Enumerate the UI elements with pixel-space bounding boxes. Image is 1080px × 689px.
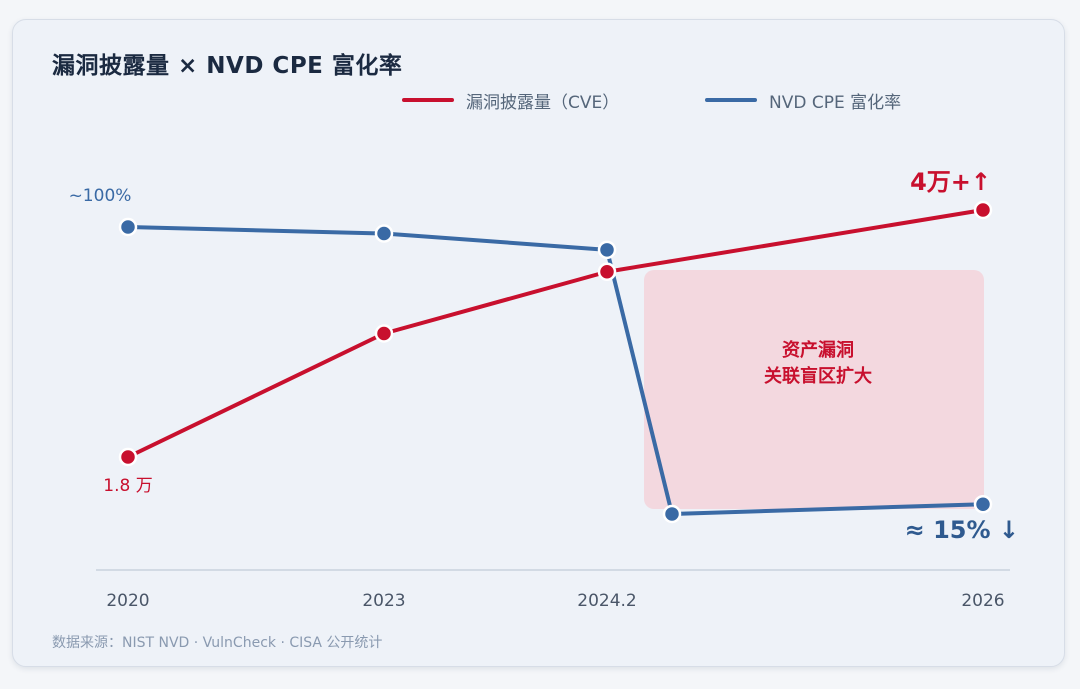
- legend-item-cpe: NVD CPE 富化率: [705, 86, 901, 114]
- data-point-cpe: [118, 217, 138, 237]
- x-tick-label: 2023: [362, 591, 405, 611]
- data-label: ~100%: [69, 186, 132, 206]
- data-source-note: 数据来源：NIST NVD · VulnCheck · CISA 公开统计: [52, 635, 383, 651]
- legend-label-cpe: NVD CPE 富化率: [769, 92, 902, 113]
- legend-swatch-cpe: [705, 98, 757, 102]
- annotation-layer: ~100% 1.8 万 4万+↑ ≈ 15% ↓: [69, 168, 1019, 544]
- legend-label-cve: 漏洞披露量（CVE）: [466, 92, 620, 113]
- blind-spot-label: 关联盲区扩大: [764, 365, 872, 387]
- series-line-cve: [126, 208, 985, 459]
- data-point-cpe: [973, 494, 993, 514]
- data-label: 4万+↑: [910, 168, 991, 196]
- x-tick-label: 2024.2: [577, 591, 636, 611]
- series-layer: [118, 200, 993, 524]
- data-point-cve: [597, 262, 617, 281]
- data-point-cpe: [597, 240, 617, 260]
- x-tick-label: 2026: [961, 591, 1004, 611]
- data-point-cve: [374, 324, 394, 343]
- x-tick-label: 2020: [106, 591, 149, 611]
- legend-item-cve: 漏洞披露量（CVE）: [402, 86, 619, 114]
- chart-title: 漏洞披露量 × NVD CPE 富化率: [52, 53, 403, 79]
- data-point-cpe: [662, 504, 682, 524]
- blind-spot-region: [644, 270, 984, 509]
- data-label: 1.8 万: [103, 476, 152, 496]
- x-axis: 2020 2023 2024.2 2026: [96, 569, 1010, 611]
- data-point-cve: [973, 200, 993, 220]
- blind-spot-label: 资产漏洞: [782, 339, 854, 361]
- legend-swatch-cve: [402, 98, 454, 102]
- data-point-cpe: [374, 224, 394, 243]
- data-point-cve: [118, 447, 138, 467]
- data-label: ≈ 15% ↓: [905, 516, 1019, 544]
